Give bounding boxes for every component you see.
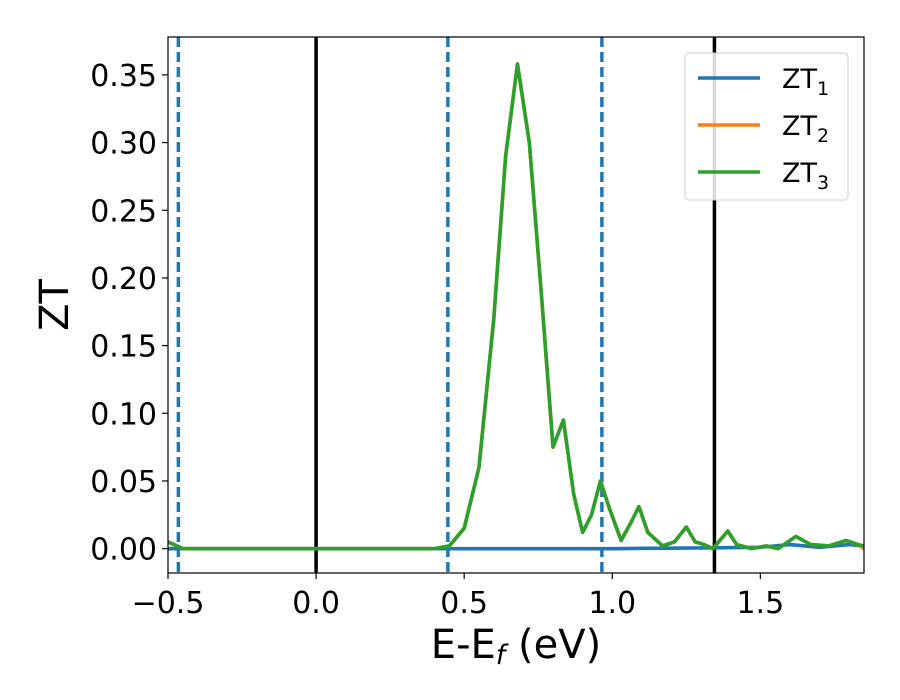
- y-tick-label: 0.10: [90, 397, 157, 432]
- legend: ZT1 ZT2 ZT3: [684, 52, 849, 201]
- y-tick-label: 0.15: [90, 330, 157, 365]
- x-axis-title-unit: (eV): [505, 622, 601, 668]
- legend-label-zt3: ZT3: [782, 158, 829, 194]
- y-tick-label: 0.25: [90, 194, 157, 229]
- y-tick-label: 0.05: [90, 465, 157, 500]
- x-axis-title: E-Ef (eV): [431, 622, 601, 671]
- legend-label-zt1: ZT1: [782, 64, 829, 100]
- legend-label-zt2: ZT2: [782, 111, 829, 147]
- legend-box: [684, 52, 849, 201]
- reference-lines: [176, 37, 717, 573]
- plot-frame: [167, 36, 865, 574]
- x-tick-label: 0.0: [292, 586, 340, 621]
- series-lines: [168, 62, 864, 551]
- x-tick-label: −0.5: [132, 586, 205, 621]
- y-axis: 0.00 0.05 0.10 0.15 0.20 0.25 0.30 0.35: [90, 59, 168, 568]
- x-tick-label: 1.0: [588, 586, 636, 621]
- y-tick-label: 0.30: [90, 127, 157, 162]
- x-tick-label: 0.5: [440, 586, 488, 621]
- y-tick-label: 0.00: [90, 533, 157, 568]
- y-axis-title: ZT: [32, 279, 78, 331]
- x-tick-label: 1.5: [736, 586, 784, 621]
- series-line-zt3: [168, 62, 864, 551]
- y-tick-label: 0.20: [90, 262, 157, 297]
- x-axis: −0.5 0.0 0.5 1.0 1.5: [132, 573, 784, 621]
- y-tick-label: 0.35: [90, 59, 157, 94]
